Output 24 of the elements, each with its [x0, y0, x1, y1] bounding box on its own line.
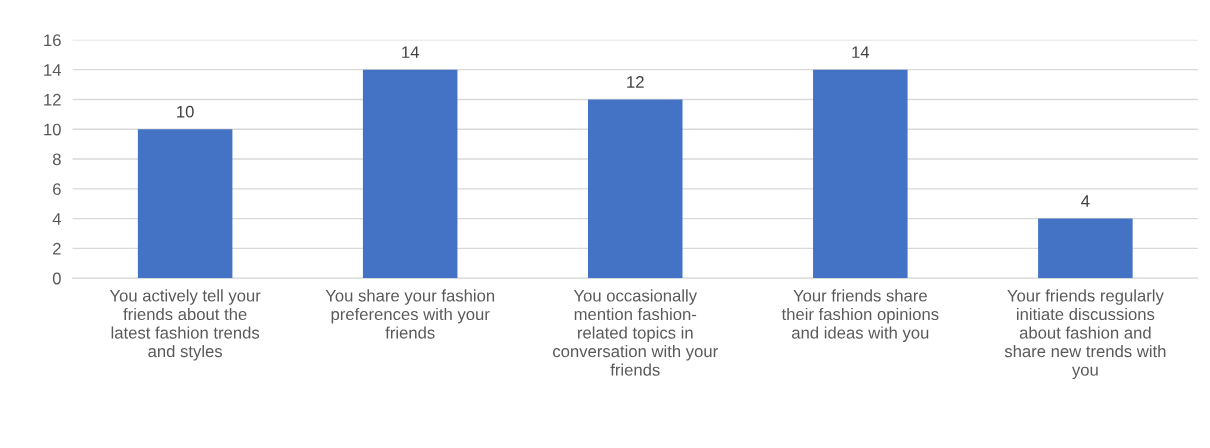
y-tick-label: 0: [52, 272, 61, 285]
x-tick-label: You occasionally mention fashion- related topics in conversation with your friends: [553, 289, 718, 376]
x-tick-label: Your friends regularly initiate discussions about fashion and share new trends with you: [1004, 289, 1166, 380]
bar: [813, 69, 908, 279]
y-tick-label: 16: [44, 34, 61, 47]
bar: [1038, 218, 1133, 279]
bar: [362, 69, 458, 279]
data-label: 14: [402, 46, 419, 58]
y-tick-label: 14: [44, 64, 61, 76]
x-tick-label: You share your fashion preferences with your friends: [325, 289, 495, 339]
x-tick-label: You actively tell your friends about the latest fashion trends and styles: [109, 289, 261, 361]
y-tick-label: 4: [52, 213, 61, 225]
data-label: 4: [1081, 195, 1090, 207]
data-label: 10: [177, 105, 194, 118]
bar: [587, 99, 683, 279]
data-label: 14: [852, 46, 870, 58]
bar: [137, 129, 233, 279]
y-tick-label: 2: [53, 242, 61, 255]
data-label: 12: [627, 76, 644, 88]
y-tick-label: 8: [52, 153, 61, 166]
y-tick-label: 10: [44, 123, 61, 136]
x-tick-label: Your friends share their fashion opinions and ideas with you: [781, 289, 939, 342]
y-tick-label: 12: [44, 93, 61, 106]
y-tick-label: 6: [53, 183, 61, 196]
